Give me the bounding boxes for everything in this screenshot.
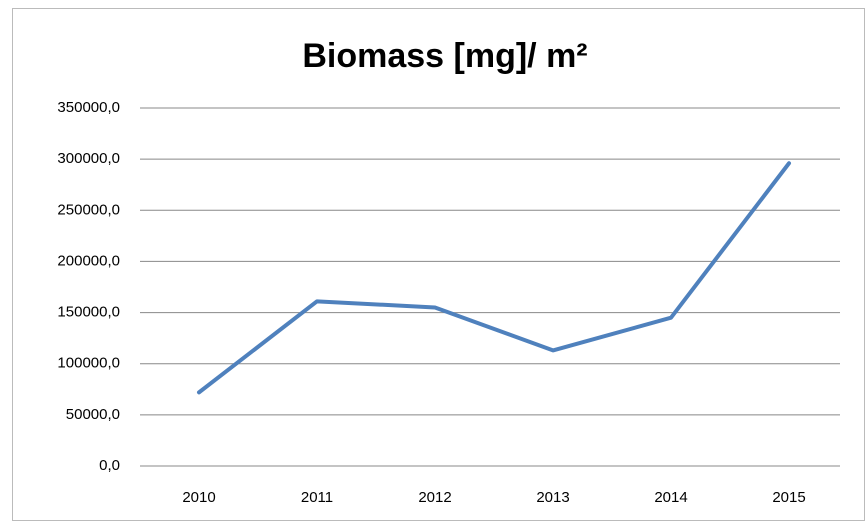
x-tick-label: 2014 [654,489,687,506]
y-tick-label: 300000,0 [57,150,120,167]
x-tick-label: 2010 [182,489,215,506]
y-tick-label: 150000,0 [57,304,120,321]
y-tick-label: 100000,0 [57,355,120,372]
x-tick-label: 2011 [301,489,333,506]
data-line [197,161,791,395]
chart-title: Biomass [mg]/ m² [302,37,587,75]
chart-border [12,8,865,521]
y-tick-label: 350000,0 [57,99,120,116]
y-tick-label: 200000,0 [57,252,120,269]
x-tick-label: 2015 [772,489,805,506]
y-tick-label: 50000,0 [66,406,120,423]
x-tick-label: 2013 [536,489,569,506]
x-tick-label: 2012 [418,489,451,506]
y-tick-label: 0,0 [99,457,120,474]
y-tick-label: 250000,0 [57,201,120,218]
